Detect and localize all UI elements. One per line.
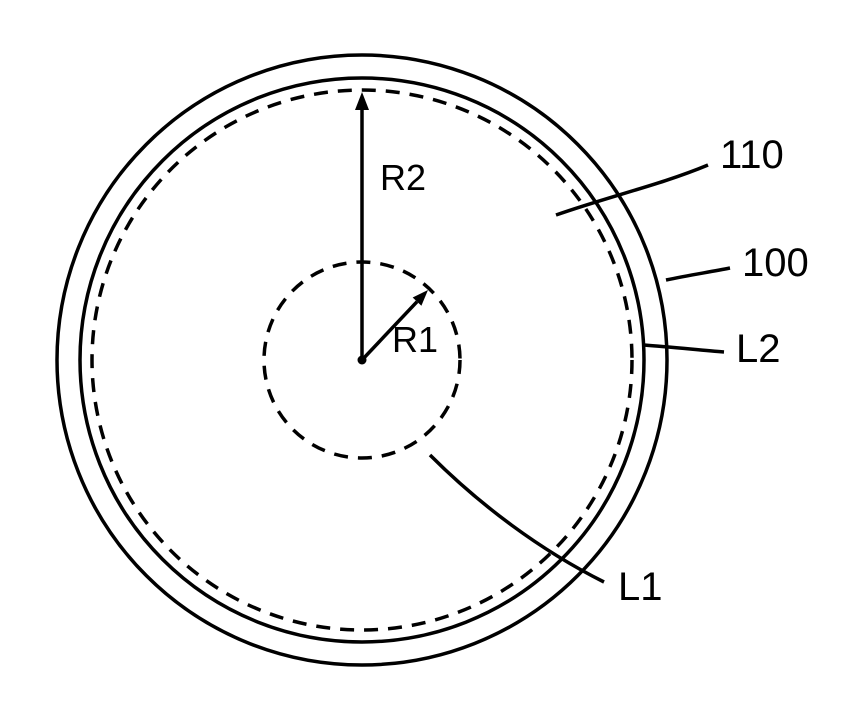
label-L1: L1 [618,565,663,609]
label-100: 100 [742,241,809,285]
label-R1: R1 [392,319,438,360]
center-dot [358,356,367,365]
label-R2: R2 [380,157,426,198]
label-110: 110 [720,133,784,177]
label-L2: L2 [736,327,781,371]
